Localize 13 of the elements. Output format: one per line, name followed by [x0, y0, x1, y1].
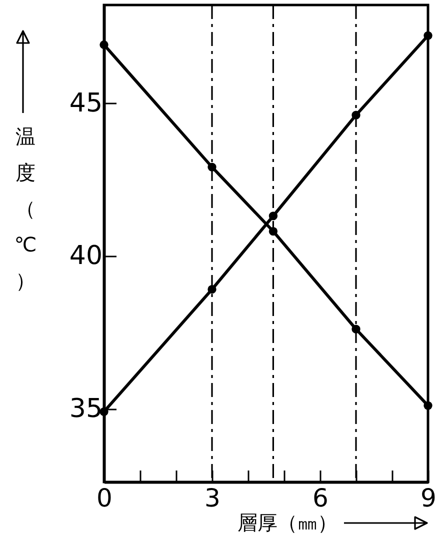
y-tick-label: 40: [69, 241, 102, 272]
y-tick-label: 45: [69, 88, 102, 118]
y-tick-label: 35: [69, 394, 102, 424]
point: [268, 212, 278, 220]
point: [424, 31, 432, 40]
x-tick-label: 0: [96, 484, 112, 512]
x-axis-title: 層厚（㎜）: [238, 510, 338, 534]
point: [100, 40, 108, 50]
point: [424, 401, 432, 410]
x-tick-label: 3: [204, 484, 220, 512]
x-tick-label: 6: [312, 484, 328, 512]
y-axis-title: 温度（℃）: [14, 124, 37, 292]
x-tick-label: 9: [420, 484, 436, 512]
